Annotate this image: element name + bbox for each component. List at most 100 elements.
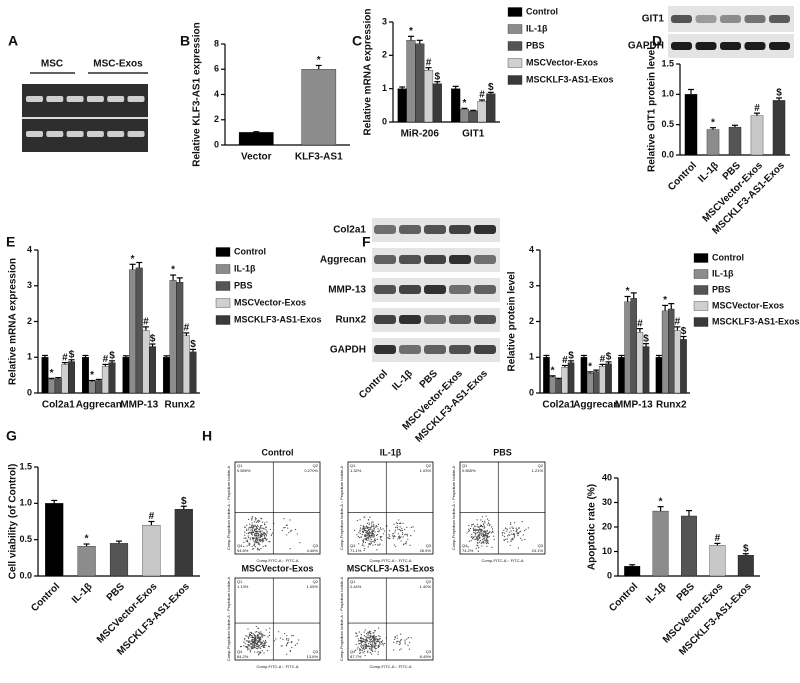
flow-dot [486, 542, 489, 544]
y-tick-label: 0 [214, 139, 219, 149]
flow-dot [501, 534, 504, 536]
panel-label: G [6, 428, 17, 444]
flow-dot [289, 530, 292, 532]
flow-dot [382, 644, 384, 646]
flow-dot [259, 638, 261, 640]
flow-dot [251, 537, 253, 539]
flow-dot [486, 537, 488, 539]
flow-dot [375, 640, 378, 642]
flow-dot [263, 537, 265, 540]
flow-dot [387, 537, 390, 539]
significance-mark: * [551, 365, 555, 376]
flow-dot [245, 640, 248, 642]
flow-dot [269, 528, 272, 531]
flow-dot [365, 647, 368, 649]
flow-dot [261, 524, 263, 527]
flow-quadrant-value: 4.46% [307, 548, 319, 553]
flow-dot [471, 537, 474, 539]
flow-dot [484, 522, 486, 524]
flow-dot [251, 519, 253, 521]
flow-dot [246, 524, 248, 526]
flow-dot [251, 529, 253, 531]
legend-swatch [507, 24, 523, 34]
flow-dot [479, 533, 482, 535]
flow-dot [248, 527, 250, 529]
blot-lane-label: Control [357, 368, 390, 401]
significance-mark: * [90, 370, 94, 381]
flow-dot [252, 640, 254, 642]
flow-dot [371, 653, 373, 655]
flow-dot [362, 638, 364, 640]
flow-dot [260, 535, 262, 537]
flow-dot [255, 531, 257, 533]
significance-mark: # [426, 57, 432, 68]
gel-band [107, 131, 125, 137]
x-tick-label: Aggrecan [573, 400, 619, 411]
flow-quadrant-name: Q4 [350, 543, 356, 548]
flow-dot [364, 529, 366, 532]
bar [61, 364, 69, 394]
flow-dot [506, 538, 508, 540]
flow-dot [275, 638, 277, 640]
y-axis-label: Apoptotic rate (%) [587, 484, 598, 570]
flow-dot [363, 549, 365, 552]
flow-dot [258, 542, 260, 544]
flow-dot [373, 640, 375, 642]
flow-dot [509, 534, 511, 536]
flow-dot [261, 530, 263, 532]
flow-dot [253, 547, 255, 550]
flow-dot [399, 649, 401, 651]
flow-dot [518, 527, 520, 529]
flow-dot [368, 522, 370, 524]
flow-dot [399, 536, 401, 539]
flow-dot [369, 634, 371, 636]
flow-dot [246, 646, 248, 648]
flow-dot [256, 533, 258, 535]
blot-band [449, 345, 471, 354]
y-tick-label: 1.5 [661, 58, 674, 68]
flow-dot [481, 545, 483, 547]
flow-dot [262, 640, 264, 642]
flow-dot [506, 530, 508, 532]
flow-dot [367, 539, 369, 541]
flow-dot [256, 637, 259, 640]
flow-dot [369, 535, 371, 537]
flow-dot [396, 527, 398, 529]
flow-dot [510, 523, 512, 525]
flow-dot [370, 535, 372, 537]
flow-dot [250, 643, 252, 645]
bar [451, 88, 461, 123]
flow-dot [378, 644, 380, 646]
flow-dot [377, 528, 379, 530]
flow-dot [368, 530, 371, 532]
bar [642, 346, 650, 394]
flow-dot [247, 643, 249, 646]
flow-dot [358, 643, 360, 645]
legend-label: MSCKLF3-AS1-Exos [526, 74, 614, 84]
flow-dot [374, 630, 376, 632]
flow-dot [371, 635, 373, 637]
flow-dot [485, 535, 487, 537]
flow-dot [267, 636, 269, 638]
flow-dot [363, 527, 365, 530]
x-tick-label: Control [666, 160, 699, 193]
flow-dot [251, 531, 253, 534]
flow-dot [257, 535, 259, 537]
x-tick-label: MMP-13 [615, 400, 653, 411]
significance-mark: # [62, 352, 68, 363]
flow-dot [487, 542, 489, 544]
flow-dot [251, 637, 253, 639]
flow-dot [288, 532, 290, 534]
flow-dot [364, 639, 366, 641]
flow-dot [257, 635, 259, 637]
y-tick-label: 4 [214, 89, 219, 99]
flow-dot [377, 523, 380, 525]
flow-x-label: Comp-FITC-A :: FITC-A [370, 558, 412, 563]
flow-dot [371, 647, 373, 649]
flow-dot [253, 643, 255, 645]
bar [101, 366, 109, 394]
flow-dot [521, 520, 523, 523]
flow-dot [263, 652, 265, 654]
flow-quadrant-name: Q3 [538, 543, 544, 548]
flow-dot [376, 526, 378, 528]
